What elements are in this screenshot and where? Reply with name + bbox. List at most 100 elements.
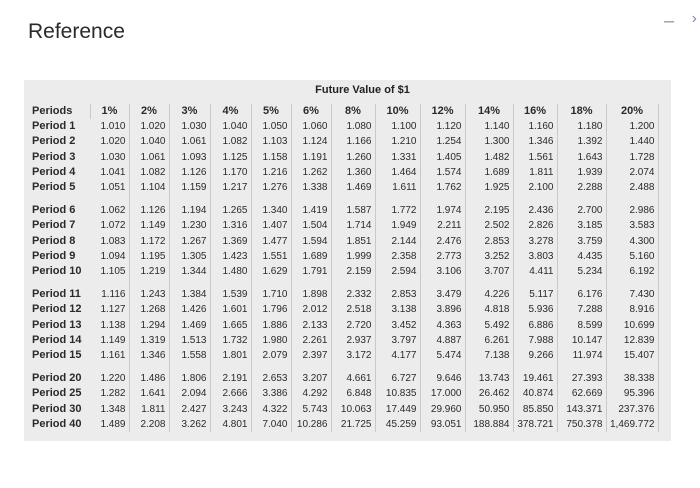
future-value-cell: 1.161 (90, 348, 130, 364)
future-value-cell: 1.265 (210, 203, 252, 219)
future-value-cell: 1.030 (90, 149, 130, 165)
future-value-cell: 1.939 (557, 164, 607, 181)
future-value-cell: 3.759 (557, 233, 607, 249)
future-value-cell: 1.641 (129, 386, 170, 402)
future-value-cell: 1.305 (169, 248, 211, 265)
future-value-cell: 1.051 (90, 180, 130, 196)
future-value-cell: 1.539 (210, 287, 252, 303)
period-label: Period 10 (32, 265, 82, 278)
future-value-cell: 1.898 (291, 287, 332, 303)
future-value-cell: 26.462 (465, 386, 514, 402)
future-value-cell: 3.583 (606, 218, 659, 234)
period-label: Period 14 (32, 333, 82, 346)
future-value-cell: 1.665 (210, 317, 252, 333)
future-value-cell: 1.886 (251, 317, 292, 333)
future-value-cell: 62.669 (557, 386, 607, 402)
future-value-cell: 4.818 (465, 302, 514, 318)
minimize-icon[interactable]: ─ (664, 13, 674, 29)
future-value-cell: 1.060 (291, 119, 332, 135)
future-value-cell: 2.986 (606, 203, 659, 219)
future-value-cell: 2.133 (291, 317, 332, 333)
future-value-cell: 3.797 (375, 332, 421, 349)
future-value-cell: 1.103 (251, 134, 292, 150)
future-value-cell: 2.211 (420, 218, 466, 234)
chevron-right-icon[interactable]: › (691, 10, 697, 27)
future-value-cell: 1.082 (210, 134, 252, 150)
future-value-cell: 4.177 (375, 348, 421, 364)
column-header-rate: 16% (513, 104, 558, 120)
future-value-cell: 2.937 (331, 332, 376, 349)
future-value-cell: 4.661 (331, 371, 376, 387)
future-value-cell: 3.386 (251, 386, 292, 402)
future-value-cell: 2.594 (375, 264, 421, 280)
future-value-cell: 85.850 (513, 401, 558, 417)
future-value-cell: 1.191 (291, 149, 332, 165)
future-value-cell: 2.853 (465, 233, 514, 249)
future-value-cell: 3.707 (465, 264, 514, 280)
table-header-row: Periods 1% 2% 3% 4% 5% 6% 8% 10% 12% 14% 16% 18% 20% (29, 104, 659, 120)
future-value-cell: 3.262 (169, 416, 211, 433)
future-value-cell: 1.601 (210, 302, 252, 318)
future-value-cell: 1.267 (169, 233, 211, 249)
future-value-cell: 1.806 (169, 371, 211, 387)
future-value-cell: 1.974 (420, 203, 466, 219)
future-value-cell: 1.360 (331, 164, 376, 181)
future-value-cell: 1.419 (291, 203, 332, 219)
period-label: Period 9 (32, 249, 76, 262)
group-spacer (29, 195, 659, 204)
table-row: Period 13 1.138 1.294 1.469 1.665 1.886 2.133 2… (29, 317, 659, 333)
future-value-cell: 1,469.772 (606, 416, 659, 433)
future-value-cell: 1.392 (557, 134, 607, 150)
future-value-cell: 1.925 (465, 180, 514, 196)
future-value-cell: 1.643 (557, 149, 607, 165)
future-value-cell: 1.220 (90, 371, 130, 387)
future-value-cell: 12.839 (606, 332, 659, 349)
future-value-cell: 3.207 (291, 371, 332, 387)
future-value-cell: 2.358 (375, 248, 421, 265)
future-value-cell: 1.319 (129, 332, 170, 349)
future-value-cell: 3.106 (420, 264, 466, 280)
table-row: Period 15 1.161 1.346 1.558 1.801 2.079 2.397 3… (29, 348, 659, 364)
future-value-cell: 4.226 (465, 287, 514, 303)
future-value-cell: 1.126 (129, 203, 170, 219)
future-value-cell: 1.120 (420, 119, 466, 135)
future-value-cell: 2.427 (169, 401, 211, 417)
future-value-cell: 4.292 (291, 386, 332, 402)
future-value-cell: 1.040 (210, 119, 252, 135)
future-value-cell: 2.100 (513, 180, 558, 196)
table-row: Period 1 1.010 1.020 1.030 1.040 1.050 1.060 1.… (29, 119, 659, 135)
future-value-cell: 5.743 (291, 401, 332, 417)
future-value-cell: 1.714 (331, 218, 376, 234)
future-value-cell: 1.219 (129, 264, 170, 280)
future-value-cell: 6.261 (465, 332, 514, 349)
future-value-cell: 1.061 (129, 149, 170, 165)
period-label: Period 30 (32, 402, 82, 415)
future-value-cell: 50.950 (465, 401, 514, 417)
future-value-cell: 1.100 (375, 119, 421, 135)
future-value-cell: 1.811 (129, 401, 170, 417)
future-value-cell: 1.980 (251, 332, 292, 349)
table-row: Period 20 1.220 1.486 1.806 2.191 2.653 3.207 4… (29, 371, 659, 387)
group-spacer (29, 279, 659, 288)
future-value-cell: 2.436 (513, 203, 558, 219)
future-value-cell: 1.489 (90, 416, 130, 433)
future-value-cell: 1.158 (251, 149, 292, 165)
future-value-cell: 1.020 (90, 134, 130, 150)
future-value-cell: 2.144 (375, 233, 421, 249)
future-value-cell: 2.261 (291, 332, 332, 349)
future-value-cell: 2.094 (169, 386, 211, 402)
future-value-cell: 1.276 (251, 180, 292, 196)
future-value-cell: 2.397 (291, 348, 332, 364)
future-value-cell: 1.020 (129, 119, 170, 135)
future-value-cell: 2.518 (331, 302, 376, 318)
future-value-cell: 1.762 (420, 180, 466, 196)
future-value-cell: 1.851 (331, 233, 376, 249)
future-value-cell: 1.728 (606, 149, 659, 165)
future-value-cell: 2.666 (210, 386, 252, 402)
group-spacer (29, 363, 659, 372)
future-value-cell: 2.826 (513, 218, 558, 234)
future-value-cell: 1.594 (291, 233, 332, 249)
future-value-cell: 1.331 (375, 149, 421, 165)
future-value-cell: 1.124 (291, 134, 332, 150)
period-label: Period 25 (32, 387, 82, 400)
